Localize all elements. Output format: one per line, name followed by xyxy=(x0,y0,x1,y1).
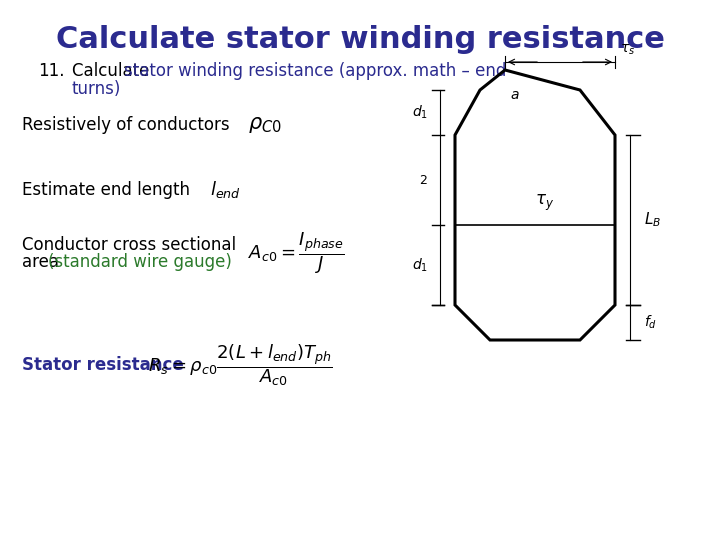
Text: $\tau_s$: $\tau_s$ xyxy=(620,43,635,57)
Text: $A_{c0} = \dfrac{I_{phase}}{J}$: $A_{c0} = \dfrac{I_{phase}}{J}$ xyxy=(248,230,345,276)
Text: $\tau_y$: $\tau_y$ xyxy=(536,193,554,213)
Text: $f_d$: $f_d$ xyxy=(644,314,657,331)
Text: $d_1$: $d_1$ xyxy=(412,256,428,274)
Text: Stator resistance: Stator resistance xyxy=(22,356,184,374)
Text: $\rho_{C0}$: $\rho_{C0}$ xyxy=(248,115,282,135)
Text: $R_s = \rho_{c0}\dfrac{2(L+l_{end})T_{ph}}{A_{c0}}$: $R_s = \rho_{c0}\dfrac{2(L+l_{end})T_{ph… xyxy=(148,342,333,388)
Text: Calculate: Calculate xyxy=(72,62,155,80)
Text: $l_{end}$: $l_{end}$ xyxy=(210,179,240,200)
Text: stator winding resistance (approx. math – end: stator winding resistance (approx. math … xyxy=(124,62,506,80)
Text: $L_B$: $L_B$ xyxy=(644,211,661,229)
Text: Conductor cross sectional: Conductor cross sectional xyxy=(22,236,236,254)
Text: Calculate stator winding resistance: Calculate stator winding resistance xyxy=(55,25,665,54)
Text: $2$: $2$ xyxy=(419,173,428,186)
Text: Estimate end length: Estimate end length xyxy=(22,181,190,199)
Text: (standard wire gauge): (standard wire gauge) xyxy=(48,253,232,271)
Text: $a$: $a$ xyxy=(510,88,520,102)
Text: Resistively of conductors: Resistively of conductors xyxy=(22,116,230,134)
Text: 11.: 11. xyxy=(38,62,65,80)
Text: area: area xyxy=(22,253,64,271)
Text: turns): turns) xyxy=(72,80,122,98)
Text: $d_1$: $d_1$ xyxy=(412,104,428,121)
